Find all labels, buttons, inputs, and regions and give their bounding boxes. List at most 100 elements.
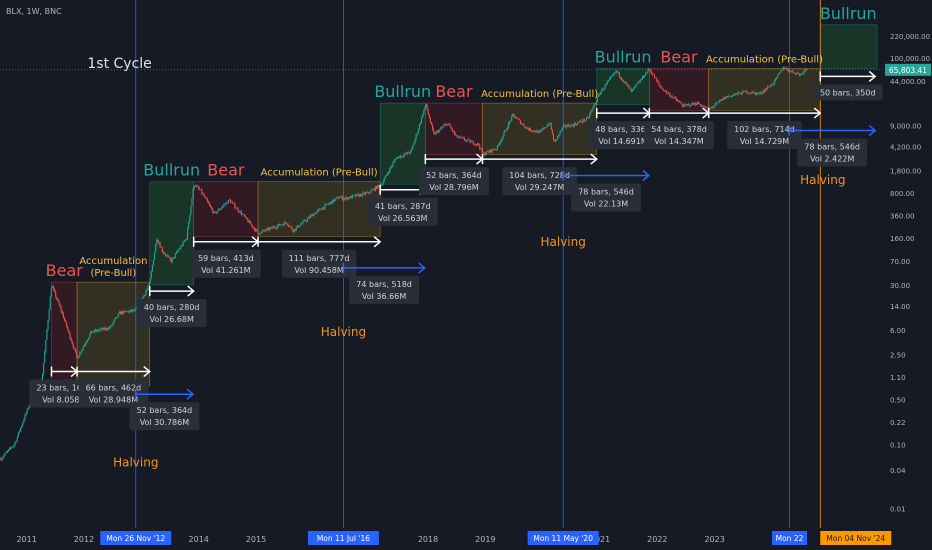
- candle-body: [210, 205, 212, 208]
- candle-body: [593, 104, 595, 107]
- arrow-label-bars: 111 bars, 777d: [289, 254, 350, 263]
- candle-body: [637, 82, 639, 84]
- y-axis[interactable]: 220,000.00 100,000.00 44,000.00 9,000.00 4,2…: [885, 33, 931, 514]
- candle-body: [389, 168, 391, 173]
- candle-body: [98, 330, 100, 332]
- x-tick-label: 2014: [189, 535, 209, 544]
- candle-body: [314, 213, 316, 215]
- candle-body: [784, 68, 786, 70]
- candle-body: [14, 442, 16, 445]
- candle-body: [559, 131, 561, 135]
- candle-body: [362, 192, 364, 194]
- candle-body: [545, 127, 547, 129]
- candle-body: [440, 127, 442, 129]
- candle-body: [705, 107, 707, 109]
- candle-body: [57, 299, 59, 301]
- candle-body: [407, 152, 409, 154]
- arrow-head: [418, 262, 426, 274]
- candle-body: [505, 129, 507, 131]
- candle-body: [589, 114, 591, 118]
- candle-body: [134, 309, 136, 311]
- candle-body: [292, 229, 294, 233]
- candle-body: [225, 202, 227, 205]
- candle-body: [437, 130, 439, 133]
- candle-body: [366, 192, 368, 194]
- candle-body: [391, 165, 393, 168]
- candle-body: [788, 69, 790, 72]
- candle-body: [750, 93, 752, 94]
- candle-body: [290, 226, 292, 228]
- accum-zone: [482, 102, 598, 155]
- candle-body: [690, 105, 692, 107]
- candle-body: [174, 253, 177, 258]
- candle-body: [165, 254, 167, 256]
- candle-body: [151, 265, 153, 272]
- candle-body: [574, 123, 576, 125]
- candle-body: [365, 192, 367, 195]
- candle-body: [112, 322, 114, 326]
- candle-body: [218, 209, 220, 210]
- candle-body: [575, 124, 578, 126]
- bull-label: Bullrun: [820, 4, 877, 23]
- candle-body: [421, 116, 423, 123]
- candle-body: [71, 340, 73, 345]
- candle-body: [472, 141, 474, 145]
- bear-zone: [425, 102, 483, 155]
- candle-body: [179, 248, 181, 250]
- candle-body: [429, 118, 431, 123]
- candle-body: [659, 84, 661, 87]
- arrow-label-volume: Vol 28.948M: [89, 396, 139, 405]
- candle-body: [790, 71, 792, 72]
- candle-body: [416, 133, 418, 135]
- candle-body: [669, 93, 671, 97]
- x-axis[interactable]: 2011 2012 2014 2015 2018 2019 2021 2022 2023 Mon …: [17, 531, 892, 545]
- candle-body: [261, 230, 263, 232]
- arrow-label-bars: 104 bars, 728d: [509, 171, 570, 180]
- candle-body: [740, 94, 742, 95]
- bear-label: Bear: [660, 47, 698, 66]
- candle-body: [619, 76, 622, 79]
- y-tick-label: 160.00: [890, 235, 915, 243]
- candle-body: [770, 84, 772, 87]
- candle-body: [727, 95, 729, 98]
- candle-body: [430, 122, 433, 125]
- candle-body: [773, 80, 775, 85]
- symbol-label: BLX, 1W, BNC: [6, 7, 62, 16]
- candle-body: [672, 97, 674, 99]
- candle-body: [115, 316, 117, 319]
- candle-body: [435, 131, 437, 135]
- candle-body: [123, 310, 125, 314]
- candle-body: [78, 355, 80, 359]
- candle-body: [59, 304, 61, 308]
- candle-body: [445, 124, 447, 125]
- candle-body: [300, 224, 302, 227]
- candle-body: [764, 88, 767, 92]
- candle-body: [614, 72, 616, 74]
- candle-body: [111, 325, 113, 326]
- candle-body: [224, 204, 226, 205]
- candle-body: [339, 197, 341, 198]
- candle-body: [187, 228, 189, 240]
- candle-body: [99, 329, 101, 331]
- candle-body: [513, 113, 515, 116]
- candle-body: [149, 278, 151, 284]
- candle-body: [63, 317, 66, 321]
- candle-body: [361, 193, 363, 197]
- candle-body: [10, 447, 12, 449]
- halving-date-badge: [100, 531, 172, 545]
- candle-body: [21, 425, 23, 428]
- candle-body: [455, 134, 457, 136]
- arrow-head: [373, 236, 382, 248]
- candle-body: [357, 194, 359, 195]
- candle-body: [28, 405, 30, 409]
- candle-body: [327, 204, 329, 205]
- candle-body: [441, 127, 444, 128]
- candle-body: [479, 145, 481, 149]
- candle-body: [703, 106, 705, 107]
- y-tick-label: 14.00: [890, 303, 910, 311]
- candle-body: [369, 192, 371, 194]
- candle-body: [536, 130, 538, 133]
- candle-body: [682, 105, 684, 107]
- candle-body: [719, 100, 721, 101]
